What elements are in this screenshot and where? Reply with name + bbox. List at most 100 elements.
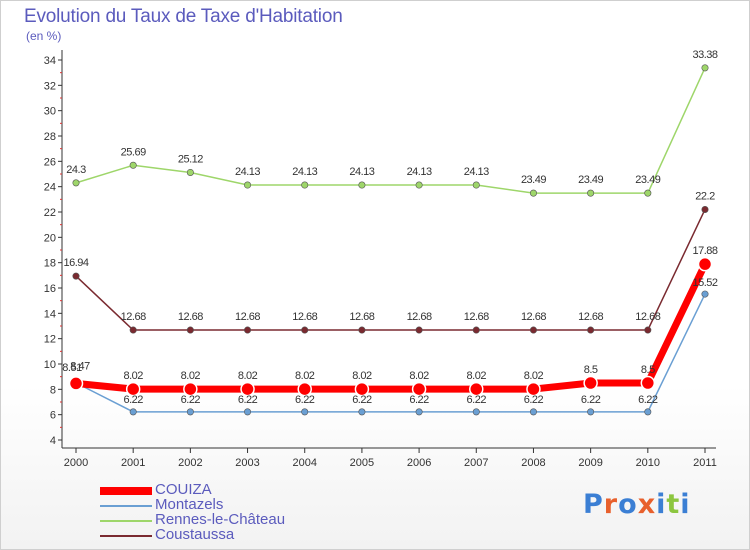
data-label-rennes-le-chateau: 23.49 <box>578 174 603 186</box>
y-tick-label: 24 <box>44 182 56 194</box>
data-label-rennes-le-chateau: 24.13 <box>349 166 374 178</box>
data-label-coustaussa: 12.68 <box>292 311 317 323</box>
legend-swatch <box>100 535 152 537</box>
data-label-couiza: 17.88 <box>692 245 717 257</box>
y-tick-label: 28 <box>44 131 56 143</box>
y-tick-label: 20 <box>44 232 56 244</box>
data-label-rennes-le-chateau: 25.12 <box>178 153 203 165</box>
data-point-couiza <box>297 381 312 397</box>
data-label-couiza: 8.02 <box>409 370 429 382</box>
data-label-montazels: 6.22 <box>352 394 372 406</box>
logo-letter: t <box>666 489 681 520</box>
data-label-coustaussa: 12.68 <box>578 311 603 323</box>
data-point-coustaussa <box>129 326 137 334</box>
data-point-coustaussa <box>72 272 80 280</box>
data-point-couiza <box>68 376 84 391</box>
data-point-couiza <box>411 381 427 397</box>
data-point-coustaussa <box>301 326 309 334</box>
data-label-montazels: 6.22 <box>238 394 258 406</box>
data-point-rennes-le-chateau <box>358 181 366 189</box>
data-label-coustaussa: 12.68 <box>235 311 260 323</box>
logo-letter: P <box>583 489 604 520</box>
data-point-couiza <box>183 381 198 397</box>
x-tick-label: 2005 <box>350 457 374 469</box>
legend-label: COUIZA <box>155 481 212 498</box>
data-label-coustaussa: 12.68 <box>349 311 374 323</box>
x-tick-label: 2003 <box>235 457 259 469</box>
logo-letter: r <box>603 489 619 520</box>
data-label-rennes-le-chateau: 23.49 <box>521 174 546 186</box>
data-label-couiza: 8.5 <box>641 364 655 376</box>
data-label-coustaussa: 12.68 <box>407 311 432 323</box>
logo-letter: i <box>656 489 667 520</box>
logo-letter: x <box>637 489 657 520</box>
data-point-couiza <box>583 375 598 391</box>
data-point-montazels <box>587 408 595 416</box>
y-tick-label: 34 <box>44 55 56 67</box>
data-point-rennes-le-chateau <box>244 181 252 189</box>
data-point-rennes-le-chateau <box>472 181 480 189</box>
data-label-montazels: 6.22 <box>524 394 544 406</box>
data-point-montazels <box>701 290 709 298</box>
y-tick-label: 4 <box>50 435 56 447</box>
logo-letter: i <box>680 489 691 520</box>
data-label-rennes-le-chateau: 24.3 <box>66 164 86 176</box>
data-label-montazels: 6.22 <box>638 394 658 406</box>
x-tick-label: 2004 <box>292 457 316 469</box>
x-tick-label: 2000 <box>64 457 88 469</box>
data-label-rennes-le-chateau: 24.13 <box>407 166 432 178</box>
x-tick-label: 2011 <box>693 457 717 469</box>
data-label-coustaussa: 12.68 <box>521 311 546 323</box>
data-label-rennes-le-chateau: 33.38 <box>692 49 717 61</box>
data-label-rennes-le-chateau: 24.13 <box>292 166 317 178</box>
data-label-couiza: 8.02 <box>181 370 201 382</box>
data-label-couiza: 8.02 <box>238 370 258 382</box>
data-point-montazels <box>186 408 194 416</box>
x-tick-label: 2002 <box>178 457 202 469</box>
legend-swatch <box>100 520 152 522</box>
data-point-couiza <box>697 256 713 272</box>
data-point-rennes-le-chateau <box>587 189 595 197</box>
data-point-rennes-le-chateau <box>129 161 137 169</box>
data-label-coustaussa: 22.2 <box>695 190 715 202</box>
data-point-coustaussa <box>415 326 423 334</box>
y-tick-label: 16 <box>44 283 56 295</box>
data-point-rennes-le-chateau <box>186 168 194 176</box>
data-label-couiza: 8.02 <box>524 370 544 382</box>
data-point-montazels <box>644 408 652 416</box>
x-tick-label: 2001 <box>121 457 145 469</box>
data-label-couiza: 8.02 <box>467 370 487 382</box>
x-tick-label: 2009 <box>578 457 602 469</box>
y-tick-label: 10 <box>44 359 56 371</box>
y-tick-label: 6 <box>50 410 56 422</box>
data-label-coustaussa: 12.68 <box>464 311 489 323</box>
data-label-couiza: 8.47 <box>70 360 90 372</box>
data-label-rennes-le-chateau: 24.13 <box>235 166 260 178</box>
data-label-coustaussa: 12.68 <box>121 311 146 323</box>
series-line-montazels <box>75 293 706 413</box>
legend-label: Rennes-le-Château <box>155 511 286 528</box>
data-point-couiza <box>125 381 141 397</box>
y-tick-label: 22 <box>44 207 56 219</box>
data-label-couiza: 8.02 <box>123 370 143 382</box>
x-tick-label: 2006 <box>407 457 431 469</box>
y-tick-label: 18 <box>44 258 56 270</box>
data-label-coustaussa: 12.68 <box>635 311 660 323</box>
y-tick-label: 12 <box>44 334 56 346</box>
data-point-montazels <box>529 408 537 416</box>
y-tick-label: 8 <box>50 384 56 396</box>
line-chart: 4 6 8 10 12 14 16 18 20 22 24 26 28 30 32 34 2000 2001 200… <box>44 49 719 469</box>
data-label-couiza: 8.5 <box>584 364 598 376</box>
data-point-couiza <box>469 381 484 397</box>
data-point-montazels <box>358 408 366 416</box>
series-line-rennes-le-chateau <box>75 67 706 194</box>
data-point-couiza <box>354 381 370 397</box>
data-point-coustaussa <box>701 205 709 213</box>
data-label-montazels: 6.22 <box>295 394 315 406</box>
data-point-montazels <box>301 408 309 416</box>
data-label-rennes-le-chateau: 23.49 <box>635 174 660 186</box>
y-tick-label: 14 <box>44 308 56 320</box>
data-label-montazels: 6.22 <box>123 394 143 406</box>
proxiti-logo: Proxiti <box>583 489 691 520</box>
data-label-montazels: 6.22 <box>181 394 201 406</box>
